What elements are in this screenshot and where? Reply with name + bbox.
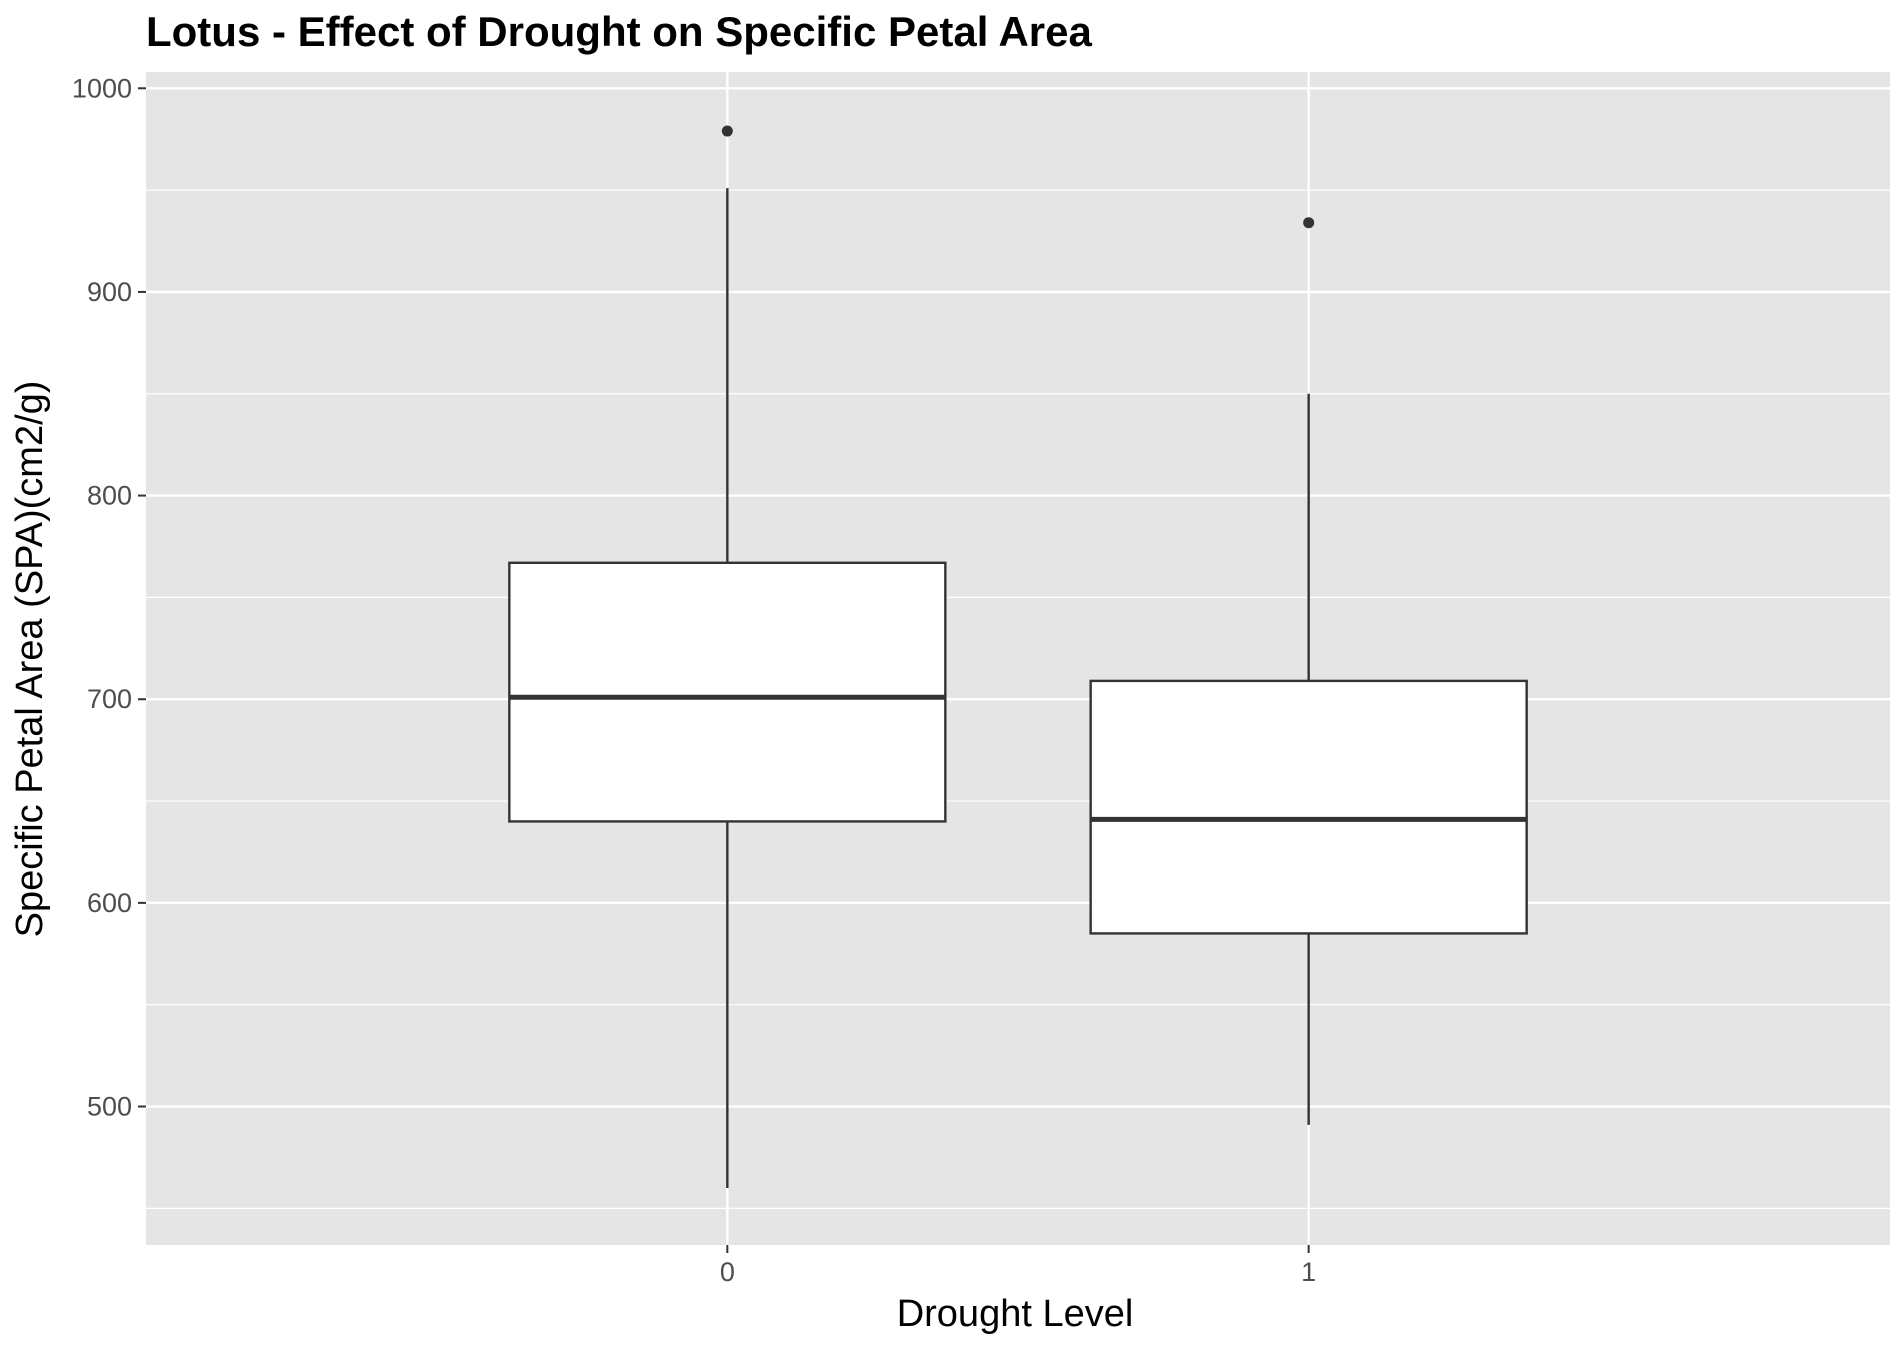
- x-tick-label: 1: [1301, 1257, 1316, 1287]
- box-series: [508, 125, 1528, 1188]
- box-iqr: [508, 561, 947, 823]
- y-tick-label: 1000: [72, 73, 132, 103]
- y-axis-title: Specific Petal Area (SPA)(cm2/g): [9, 381, 51, 938]
- plot-panel: [146, 72, 1890, 1245]
- box-group-1: [1089, 217, 1528, 1125]
- y-axis: 500 600 700 800 900 1000: [72, 73, 146, 1122]
- y-tick-label: 900: [87, 277, 132, 307]
- outlier-point: [1303, 217, 1315, 229]
- y-tick-label: 700: [87, 684, 132, 714]
- x-axis-title: Drought Level: [897, 1293, 1134, 1335]
- y-tick-label: 600: [87, 888, 132, 918]
- box-iqr: [1089, 679, 1528, 935]
- minor-gridlines: [146, 189, 1890, 1209]
- y-tick-label: 800: [87, 481, 132, 511]
- outlier-point: [721, 125, 733, 137]
- chart-title: Lotus - Effect of Drought on Specific Pe…: [146, 8, 1093, 55]
- box-group-0: [508, 125, 947, 1188]
- y-tick-label: 500: [87, 1092, 132, 1122]
- x-tick-label: 0: [720, 1257, 735, 1287]
